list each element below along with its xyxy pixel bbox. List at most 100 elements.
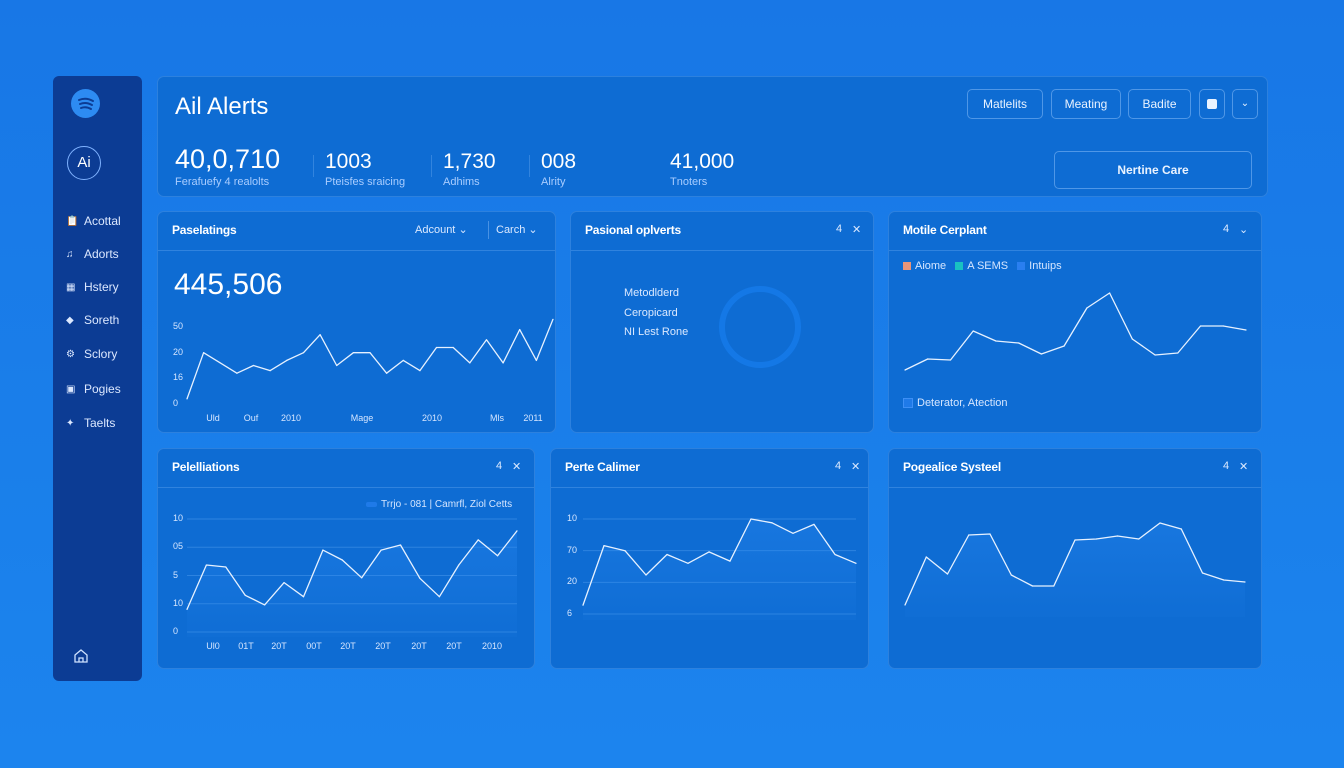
data-point bbox=[1177, 352, 1179, 354]
data-point bbox=[771, 522, 773, 524]
data-point bbox=[1018, 342, 1020, 344]
music-note-icon: ♫ bbox=[66, 248, 74, 260]
data-point bbox=[1131, 338, 1133, 340]
big-value: 445,506 bbox=[174, 268, 283, 301]
y-tick-label: 10 bbox=[567, 513, 578, 523]
matlelits-button[interactable]: Matlelits bbox=[967, 89, 1043, 119]
data-point bbox=[352, 352, 354, 354]
divider bbox=[431, 155, 432, 177]
y-tick-label: 50 bbox=[173, 321, 184, 331]
stat-label: Pteisfes sraicing bbox=[325, 176, 406, 188]
header-panel bbox=[157, 76, 1268, 197]
data-point bbox=[264, 604, 266, 606]
data-point bbox=[341, 559, 343, 561]
x-tick-label: 2011 bbox=[523, 413, 543, 423]
motile-cerplant-panel: Motile Cerplant 4 ⌄ Aiome A SEMS Intuips… bbox=[888, 211, 1262, 433]
data-point bbox=[1222, 325, 1224, 327]
panel-title: Paselatings bbox=[172, 223, 237, 237]
shield-icon: ◆ bbox=[66, 314, 74, 326]
y-tick-label: 6 bbox=[567, 608, 573, 618]
panel-title: Perte Calimer bbox=[565, 460, 640, 474]
data-point bbox=[1138, 538, 1140, 540]
sidebar-item-label: Hstery bbox=[84, 280, 119, 294]
app-logo-icon[interactable] bbox=[71, 89, 100, 118]
data-point bbox=[1109, 292, 1111, 294]
data-point bbox=[1063, 345, 1065, 347]
data-point bbox=[386, 372, 388, 374]
data-point bbox=[225, 566, 227, 568]
sidebar-item-taelts[interactable]: ✦ Taelts bbox=[66, 416, 115, 430]
home-icon[interactable] bbox=[73, 648, 89, 664]
count-badge: 4 bbox=[1223, 223, 1230, 235]
data-point bbox=[946, 573, 949, 575]
y-tick-label: 05 bbox=[173, 541, 184, 552]
meating-button[interactable]: Meating bbox=[1051, 89, 1121, 119]
data-point bbox=[419, 370, 421, 372]
avatar[interactable]: Ai bbox=[67, 146, 101, 180]
data-point bbox=[989, 533, 991, 535]
sidebar-item-soreth[interactable]: ◆ Soreth bbox=[66, 313, 119, 327]
data-point bbox=[236, 372, 238, 374]
carch-dropdown[interactable]: Carch ⌄ bbox=[496, 223, 538, 236]
y-tick-label: 5 bbox=[173, 569, 179, 580]
sidebar-item-acottal[interactable]: 📋 Acottal bbox=[66, 214, 121, 228]
count-badge: 4 bbox=[836, 223, 843, 235]
sidebar-item-adorts[interactable]: ♫ Adorts bbox=[66, 247, 119, 261]
data-point bbox=[904, 604, 906, 606]
legend-swatch bbox=[903, 262, 911, 270]
data-point bbox=[1053, 585, 1055, 587]
legend-label: Aiome bbox=[915, 260, 947, 272]
data-point bbox=[302, 596, 305, 598]
close-icon[interactable]: ✕ bbox=[851, 461, 861, 473]
x-tick-label: Mage bbox=[350, 413, 374, 423]
y-tick-label: 10 bbox=[173, 513, 184, 523]
data-point bbox=[949, 359, 952, 361]
data-point bbox=[1244, 581, 1246, 583]
calendar-button[interactable] bbox=[1199, 89, 1225, 119]
data-point bbox=[485, 339, 488, 341]
data-point bbox=[1245, 329, 1247, 331]
sidebar-item-label: Soreth bbox=[84, 313, 120, 327]
data-point bbox=[205, 564, 208, 566]
data-point bbox=[624, 550, 626, 552]
nertine-care-button[interactable]: Nertine Care bbox=[1054, 151, 1252, 189]
sidebar-item-label: Sclory bbox=[84, 347, 118, 361]
y-tick-label: 10 bbox=[173, 597, 184, 608]
data-point bbox=[1201, 572, 1204, 574]
more-dropdown-button[interactable]: ⌄ bbox=[1232, 89, 1258, 119]
legend: Trrjo - 081 | Camrfl, Ziol Cetts bbox=[366, 499, 512, 510]
account-dropdown[interactable]: Adcount ⌄ bbox=[415, 223, 468, 236]
y-tick-label: 20 bbox=[567, 576, 578, 587]
data-point bbox=[1031, 585, 1034, 587]
list-item: Metodlderd bbox=[624, 287, 680, 299]
data-point bbox=[419, 577, 421, 579]
data-point bbox=[269, 370, 271, 372]
chevron-down-icon[interactable]: ⌄ bbox=[1239, 224, 1249, 236]
series-line-c1 bbox=[186, 319, 554, 400]
sidebar bbox=[53, 76, 142, 681]
close-icon[interactable]: ✕ bbox=[852, 224, 862, 236]
sidebar-item-pogies[interactable]: ▣ Pogies bbox=[66, 382, 121, 396]
list-item: NI Lest Rone bbox=[624, 326, 689, 338]
data-point bbox=[603, 545, 605, 547]
sidebar-item-sclory[interactable]: ⚙ Sclory bbox=[66, 347, 117, 361]
y-tick-label: 0 bbox=[173, 398, 179, 408]
x-tick-label: 01T bbox=[238, 641, 254, 651]
sidebar-item-hstery[interactable]: ▦ Hstery bbox=[66, 280, 119, 294]
data-point bbox=[186, 608, 188, 611]
data-point bbox=[834, 553, 836, 556]
donut-ring bbox=[719, 286, 801, 368]
legend-swatch bbox=[955, 262, 964, 270]
badite-button[interactable]: Badite bbox=[1128, 89, 1191, 119]
data-point bbox=[968, 534, 970, 536]
data-point bbox=[813, 523, 815, 525]
panel-header: Pelelliations 4 ​✕ bbox=[158, 449, 534, 488]
series-line-c4 bbox=[186, 530, 518, 610]
data-point bbox=[244, 594, 246, 596]
x-tick-label: 20T bbox=[271, 641, 287, 651]
sidebar-item-label: Taelts bbox=[84, 416, 116, 430]
close-icon[interactable]: ​✕ bbox=[512, 461, 522, 473]
legend-label: Intuips bbox=[1029, 260, 1062, 272]
data-point bbox=[302, 352, 305, 354]
close-icon[interactable]: ✕ bbox=[1239, 461, 1249, 473]
